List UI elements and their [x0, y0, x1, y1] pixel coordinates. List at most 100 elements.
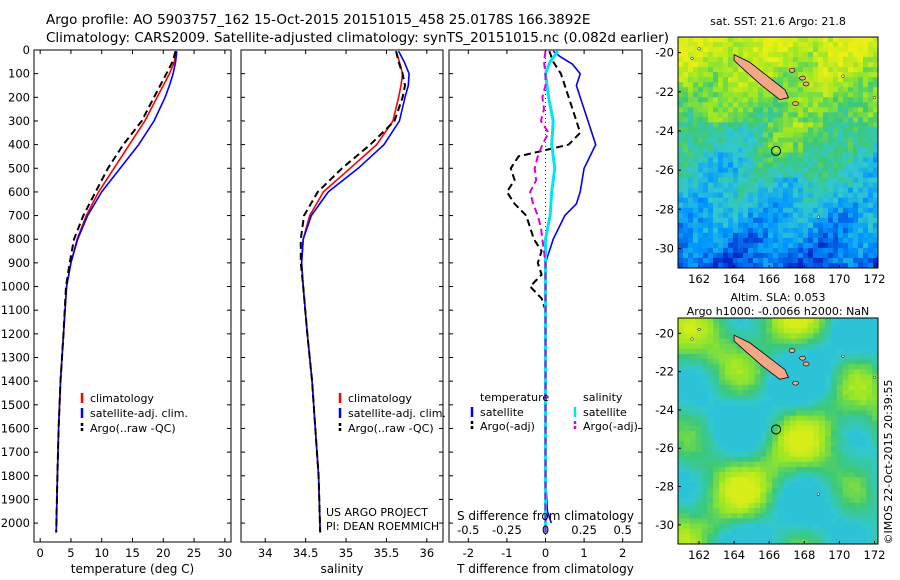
map-cell	[813, 242, 819, 249]
map-cell	[683, 343, 691, 350]
map-cell	[708, 167, 714, 174]
map-cell	[803, 52, 809, 58]
map-cell	[725, 425, 732, 432]
map-cell	[698, 92, 704, 98]
map-cell	[868, 167, 874, 174]
map-cell	[772, 338, 779, 345]
map-cell	[783, 262, 789, 268]
map-cell	[848, 242, 854, 249]
map-cell	[689, 523, 697, 530]
map-cell	[718, 217, 724, 224]
map-cell	[798, 252, 804, 259]
map-cell	[713, 117, 719, 123]
map-cell	[843, 67, 849, 73]
map-cell	[718, 242, 724, 249]
map-cell	[858, 187, 864, 194]
map-cell	[683, 323, 691, 329]
map-cell	[825, 492, 832, 499]
map-cell	[698, 262, 704, 268]
map-cell	[854, 436, 861, 442]
map-cell	[730, 431, 738, 437]
map-cell	[743, 142, 749, 149]
map-cell	[798, 157, 804, 164]
argo-location-marker	[771, 424, 782, 435]
map-cell	[783, 147, 789, 154]
map-cell	[825, 369, 832, 376]
map-cell	[718, 117, 724, 123]
map-cell	[723, 157, 729, 164]
map-cell	[789, 533, 797, 540]
map-cell	[795, 420, 803, 427]
map-cell	[728, 62, 734, 68]
map-cell	[860, 466, 867, 473]
map-cell	[854, 441, 861, 448]
map-cell	[754, 323, 761, 329]
map-cell	[708, 177, 714, 184]
map-cell	[783, 122, 789, 128]
map-cell	[748, 508, 756, 514]
map-cell	[763, 212, 769, 219]
map-cell	[783, 67, 789, 73]
map-cell	[818, 107, 824, 113]
map-cell	[713, 127, 719, 134]
map-cell	[698, 132, 704, 139]
map-cell	[753, 147, 759, 154]
map-cell	[683, 513, 691, 519]
map-cell	[719, 518, 726, 525]
map-cell	[703, 157, 709, 164]
map-cell	[773, 257, 779, 264]
map-cell	[713, 523, 720, 530]
map-cell	[819, 364, 826, 370]
map-cell	[783, 127, 789, 134]
map-cell	[848, 405, 856, 412]
map-cell	[868, 147, 874, 154]
map-cell	[813, 112, 819, 118]
map-cell	[768, 177, 774, 184]
map-cell	[819, 374, 826, 381]
map-cell	[872, 333, 878, 340]
map-cell	[718, 232, 724, 239]
map-cell	[854, 472, 861, 478]
map-cell	[788, 212, 794, 219]
map-cell	[872, 420, 878, 427]
map-cell	[678, 415, 685, 422]
map-cell	[838, 132, 844, 139]
map-cell	[748, 461, 756, 468]
map-cell	[713, 497, 720, 504]
map-cell	[748, 369, 756, 376]
map-cell	[795, 466, 803, 473]
map-cell	[798, 257, 804, 264]
map-cell	[736, 492, 744, 499]
map-cell	[803, 172, 809, 179]
map-cell	[795, 359, 803, 365]
map-cell	[848, 162, 854, 169]
map-cell	[813, 333, 820, 340]
map-cell	[818, 97, 824, 103]
map-cell	[708, 62, 714, 68]
map-cell	[793, 42, 799, 48]
map-cell	[766, 508, 773, 514]
map-cell	[813, 42, 819, 48]
map-cell	[707, 400, 714, 406]
map-cell	[868, 102, 874, 108]
map-cell	[860, 456, 867, 463]
map-cell	[719, 333, 726, 340]
map-cell	[836, 379, 844, 386]
map-cell	[833, 227, 839, 234]
map-cell	[723, 187, 729, 194]
map-cell	[813, 472, 820, 478]
map-cell	[683, 67, 689, 73]
map-cell	[866, 492, 873, 499]
map-cell	[819, 415, 826, 422]
map-cell	[736, 441, 744, 448]
map-cell	[803, 227, 809, 234]
map-cell	[825, 528, 832, 535]
map-cell	[733, 77, 739, 83]
map-cell	[854, 364, 861, 370]
map-cell	[836, 400, 844, 406]
map-cell	[860, 436, 867, 442]
map-cell	[738, 182, 744, 189]
map-cell	[766, 348, 773, 355]
map-cell	[783, 192, 789, 199]
map-cell	[738, 37, 744, 43]
